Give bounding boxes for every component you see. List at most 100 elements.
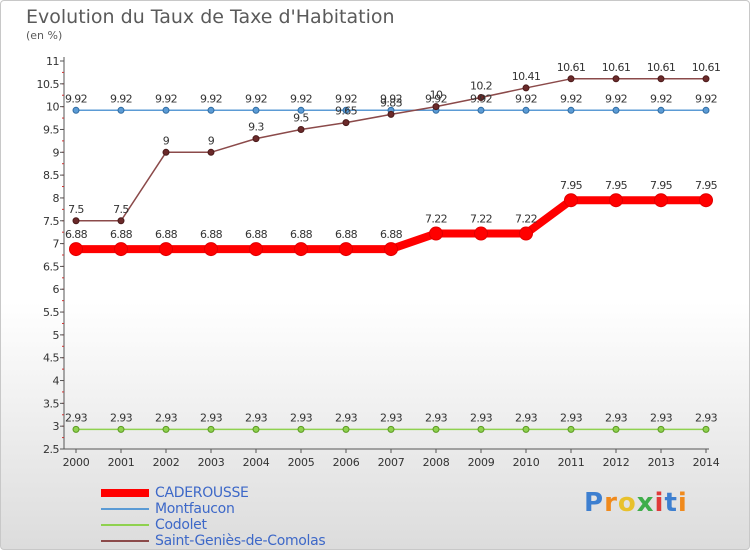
data-label-caderousse: 7.22 [470,213,492,226]
data-point-montfaucon [342,106,350,114]
legend-label-caderousse: CADEROUSSE [155,485,249,501]
data-label-montfaucon: 9.92 [605,92,627,105]
data-point-saint-genies [477,94,485,102]
series-lines [69,75,713,433]
x-tick-label: 2005 [288,456,315,469]
data-point-montfaucon [297,106,305,114]
data-point-montfaucon [117,106,125,114]
data-label-caderousse: 6.88 [380,228,403,241]
data-point-codolet [162,425,170,433]
data-point-saint-genies [612,75,620,83]
data-label-codolet: 2.93 [290,411,313,424]
data-label-montfaucon: 9.92 [650,92,672,105]
y-tick-label: 3 [53,420,60,433]
x-tick-label: 2007 [378,456,405,469]
logo-letter: P [584,488,605,518]
data-label-montfaucon: 9.92 [425,92,447,105]
data-point-caderousse [339,242,353,257]
data-point-codolet [297,425,305,433]
data-label-montfaucon: 9.92 [380,92,402,105]
data-point-caderousse [609,193,623,208]
legend-label-saint-genies: Saint-Geniès-de-Comolas [155,533,326,549]
data-label-caderousse: 6.88 [65,228,88,241]
logo-letter: o [617,488,637,518]
brand-logo: Proxiti [584,488,688,518]
data-point-caderousse [654,193,668,208]
data-point-montfaucon [162,106,170,114]
series-line-caderousse [76,196,706,254]
data-point-caderousse [114,242,128,257]
data-label-codolet: 2.93 [650,411,673,424]
data-point-saint-genies [207,148,215,156]
y-tick-label: 5.5 [43,306,59,319]
data-label-codolet: 2.93 [245,411,268,424]
chart-axes: 2.5 3 3.5 4 4.5 5 5.5 6 6.5 7 7.5 8 8.5 9 9.5 10 10.5 11 2… [37,55,720,469]
data-label-saint-genies: 9.5 [293,111,309,124]
data-point-caderousse [564,193,578,208]
data-point-saint-genies [702,75,710,83]
data-label-saint-genies: 7.5 [68,203,84,216]
data-point-caderousse [699,193,713,208]
data-point-saint-genies [387,110,395,118]
data-point-montfaucon [702,106,710,114]
logo-letter: r [604,488,618,518]
data-point-saint-genies [432,103,440,111]
data-point-codolet [567,425,575,433]
x-tick-label: 2009 [468,456,495,469]
data-label-caderousse: 6.88 [245,228,268,241]
data-label-montfaucon: 9.92 [470,92,492,105]
y-tick-label: 9.5 [43,123,59,136]
data-labels: 2.93 2.93 2.93 2.93 2.93 2.93 2.93 2.93 2.93 2.93… [65,61,721,425]
legend-swatch-codolet [101,524,149,526]
x-tick-label: 2014 [693,456,720,469]
data-point-montfaucon [207,106,215,114]
data-label-codolet: 2.93 [200,411,223,424]
data-point-montfaucon [252,106,260,114]
data-label-saint-genies: 9.3 [248,121,264,134]
chart-unit-label: (en %) [26,29,63,42]
x-tick-label: 2004 [243,456,270,469]
data-point-montfaucon [657,106,665,114]
data-point-caderousse [159,242,173,257]
data-label-caderousse: 6.88 [290,228,313,241]
x-tick-label: 2011 [558,456,585,469]
data-label-codolet: 2.93 [470,411,493,424]
data-label-saint-genies: 9 [208,134,215,147]
data-label-saint-genies: 10.61 [557,61,586,74]
data-label-montfaucon: 9.92 [245,92,267,105]
legend-label-montfaucon: Montfaucon [155,501,235,517]
y-tick-label: 4 [53,375,60,388]
data-label-saint-genies: 10.61 [602,61,631,74]
y-tick-label: 7.5 [43,215,59,228]
data-point-saint-genies [342,119,350,127]
data-label-montfaucon: 9.92 [560,92,582,105]
data-label-caderousse: 7.95 [695,179,718,192]
data-label-codolet: 2.93 [605,411,628,424]
data-point-caderousse [474,226,488,241]
data-point-codolet [432,425,440,433]
logo-letter: x [636,488,655,518]
data-point-codolet [342,425,350,433]
data-label-caderousse: 6.88 [110,228,133,241]
data-label-codolet: 2.93 [110,411,133,424]
data-point-caderousse [249,242,263,257]
data-label-saint-genies: 7.5 [113,203,129,216]
data-point-codolet [702,425,710,433]
y-tick-label: 10 [46,101,59,114]
data-label-saint-genies: 9 [163,134,170,147]
y-tick-label: 10.5 [37,78,60,91]
x-tick-label: 2002 [153,456,180,469]
chart-title: Evolution du Taux de Taxe d'Habitation [26,6,395,28]
data-label-saint-genies: 9.65 [335,105,358,118]
data-label-montfaucon: 9.92 [335,92,357,105]
x-tick-label: 2006 [333,456,360,469]
data-label-montfaucon: 9.92 [110,92,132,105]
data-label-saint-genies: 9.83 [380,96,403,109]
data-label-saint-genies: 10 [430,89,443,102]
data-point-montfaucon [477,106,485,114]
data-point-codolet [477,425,485,433]
y-tick-label: 5 [53,329,60,342]
y-tick-label: 6 [53,283,60,296]
data-point-montfaucon [72,106,80,114]
